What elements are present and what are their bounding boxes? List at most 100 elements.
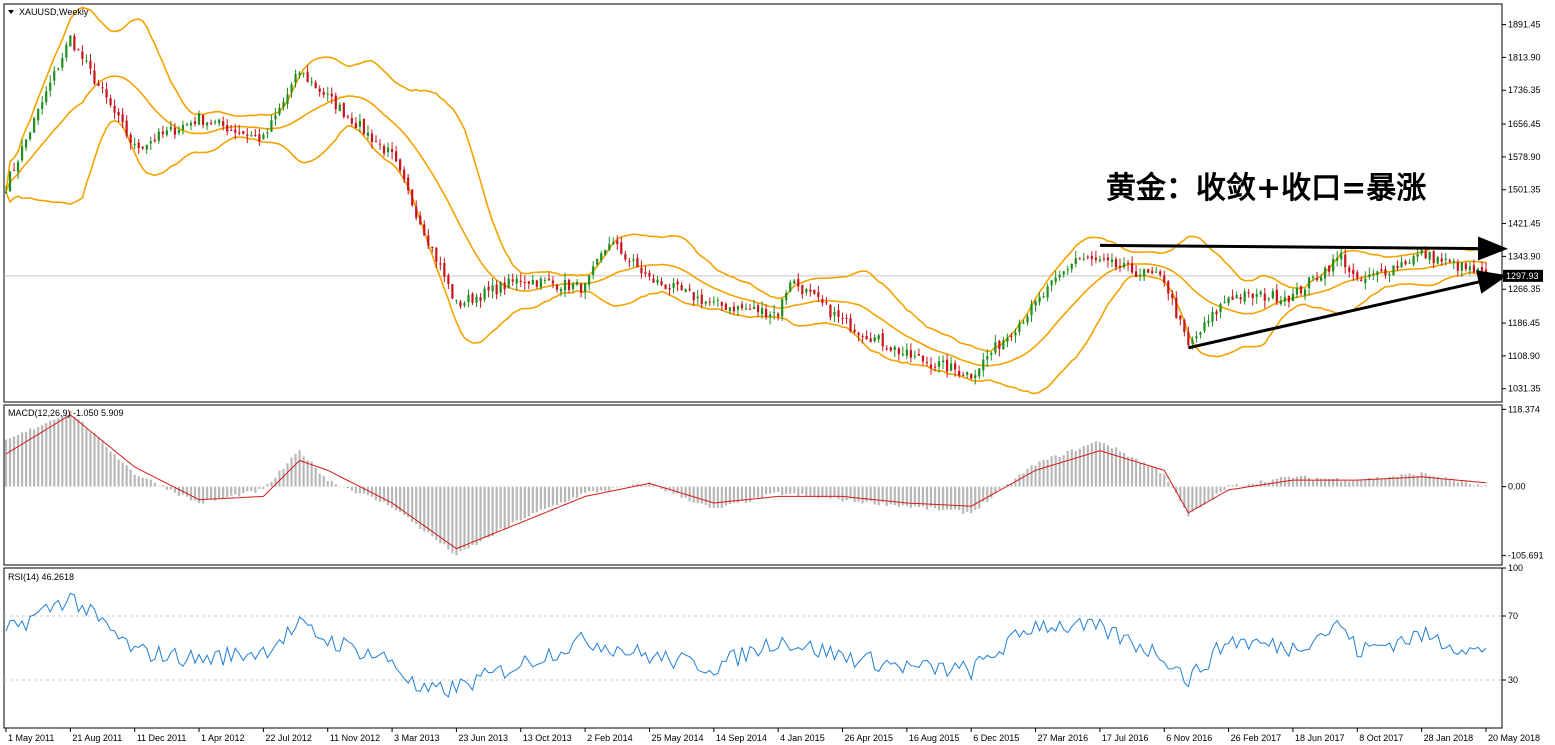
candle-body: [535, 280, 538, 287]
macd-histogram-bar: [250, 486, 253, 491]
macd-histogram-bar: [1207, 486, 1210, 501]
macd-histogram-bar: [1259, 480, 1262, 487]
macd-histogram-bar: [1050, 456, 1053, 487]
candle-body: [600, 253, 603, 261]
candle-body: [105, 88, 108, 98]
macd-histogram-bar: [1328, 478, 1331, 487]
macd-histogram-bar: [1348, 481, 1351, 487]
candle-body: [1416, 254, 1419, 257]
candle-body: [1187, 331, 1190, 346]
candle-body: [362, 118, 366, 134]
candle-body: [1275, 289, 1278, 303]
macd-histogram-bar: [378, 486, 382, 503]
macd-histogram-bar: [760, 486, 764, 499]
macd-histogram-bar: [1030, 465, 1033, 487]
macd-histogram-bar: [853, 486, 856, 502]
candle-body: [1211, 312, 1214, 322]
candle-body: [201, 114, 205, 125]
candle-body: [793, 280, 796, 284]
macd-histogram-bar: [214, 486, 217, 501]
macd-histogram-bar: [85, 428, 88, 487]
candle-body: [61, 57, 64, 68]
candle-body: [644, 272, 647, 274]
macd-histogram-bar: [394, 486, 398, 511]
candle-body: [57, 68, 60, 70]
macd-histogram-bar: [238, 486, 241, 497]
rsi-panel-title: RSI(14) 46.2618: [8, 572, 74, 582]
macd-histogram-bar: [1311, 479, 1315, 487]
macd-histogram-bar: [1042, 459, 1045, 487]
candle-body: [563, 280, 567, 291]
time-axis-label: 2 Feb 2014: [587, 733, 633, 743]
macd-histogram-bar: [145, 478, 148, 487]
candle-body: [1400, 262, 1403, 268]
collapse-triangle-icon[interactable]: [8, 10, 14, 14]
candle-body: [193, 121, 197, 124]
candle-body: [1207, 320, 1210, 323]
candle-body: [640, 267, 643, 274]
candle-body: [1098, 259, 1102, 262]
candle-body: [608, 244, 611, 250]
candle-body: [266, 132, 269, 134]
candle-body: [861, 336, 864, 338]
macd-histogram-bar: [897, 486, 900, 507]
candle-body: [77, 49, 80, 51]
macd-histogram-bar: [728, 486, 732, 504]
candle-body: [1038, 296, 1041, 303]
macd-histogram-bar: [1396, 476, 1399, 487]
macd-histogram-bar: [1392, 476, 1395, 487]
candle-body: [431, 246, 434, 248]
candle-body: [917, 354, 921, 356]
macd-histogram-bar: [704, 486, 707, 505]
candle-body: [1231, 296, 1234, 300]
candle-body: [37, 108, 40, 121]
macd-histogram-bar: [724, 486, 727, 506]
candle-body: [1018, 323, 1021, 332]
candle-body: [189, 122, 193, 126]
candle-body: [1086, 256, 1089, 258]
macd-histogram-bar: [1372, 479, 1375, 487]
candle-body: [1014, 332, 1017, 336]
candle-body: [503, 282, 506, 290]
candle-body: [1396, 265, 1399, 269]
candle-body: [958, 371, 961, 376]
candle-body: [230, 129, 233, 131]
macd-histogram-bar: [447, 486, 450, 550]
candle-body: [978, 368, 981, 377]
macd-histogram-bar: [222, 486, 225, 499]
macd-histogram-bar: [849, 486, 852, 499]
macd-histogram-bar: [519, 486, 522, 521]
candle-body: [1468, 266, 1471, 271]
macd-histogram-bar: [1235, 484, 1238, 487]
macd-histogram-bar: [628, 485, 631, 487]
macd-histogram-bar: [1038, 461, 1041, 487]
macd-histogram-bar: [1078, 448, 1081, 487]
candle-body: [443, 263, 446, 277]
candle-body: [157, 131, 160, 141]
macd-histogram-bar: [845, 486, 848, 501]
candle-body: [222, 121, 225, 127]
macd-histogram-bar: [81, 421, 84, 487]
macd-histogram-bar: [169, 486, 172, 490]
candle-body: [905, 349, 908, 356]
candle-body: [1328, 265, 1331, 272]
candle-body: [181, 125, 185, 130]
macd-histogram-bar: [640, 484, 643, 487]
macd-histogram-bar: [1134, 458, 1138, 487]
macd-histogram-bar: [756, 486, 760, 498]
macd-histogram-bar: [1171, 486, 1174, 488]
candle-body: [366, 132, 370, 136]
macd-histogram-bar: [970, 486, 973, 514]
candle-body: [487, 286, 490, 291]
macd-histogram-bar: [189, 486, 193, 501]
macd-histogram-bar: [937, 486, 941, 511]
macd-histogram-bar: [752, 486, 756, 498]
candle-body: [427, 235, 430, 246]
candle-body: [632, 259, 635, 261]
macd-histogram-bar: [390, 486, 394, 508]
macd-histogram-bar: [209, 486, 213, 500]
macd-histogram-bar: [1086, 444, 1089, 487]
candle-body: [531, 280, 534, 285]
bollinger-lower-band: [5, 119, 1487, 395]
